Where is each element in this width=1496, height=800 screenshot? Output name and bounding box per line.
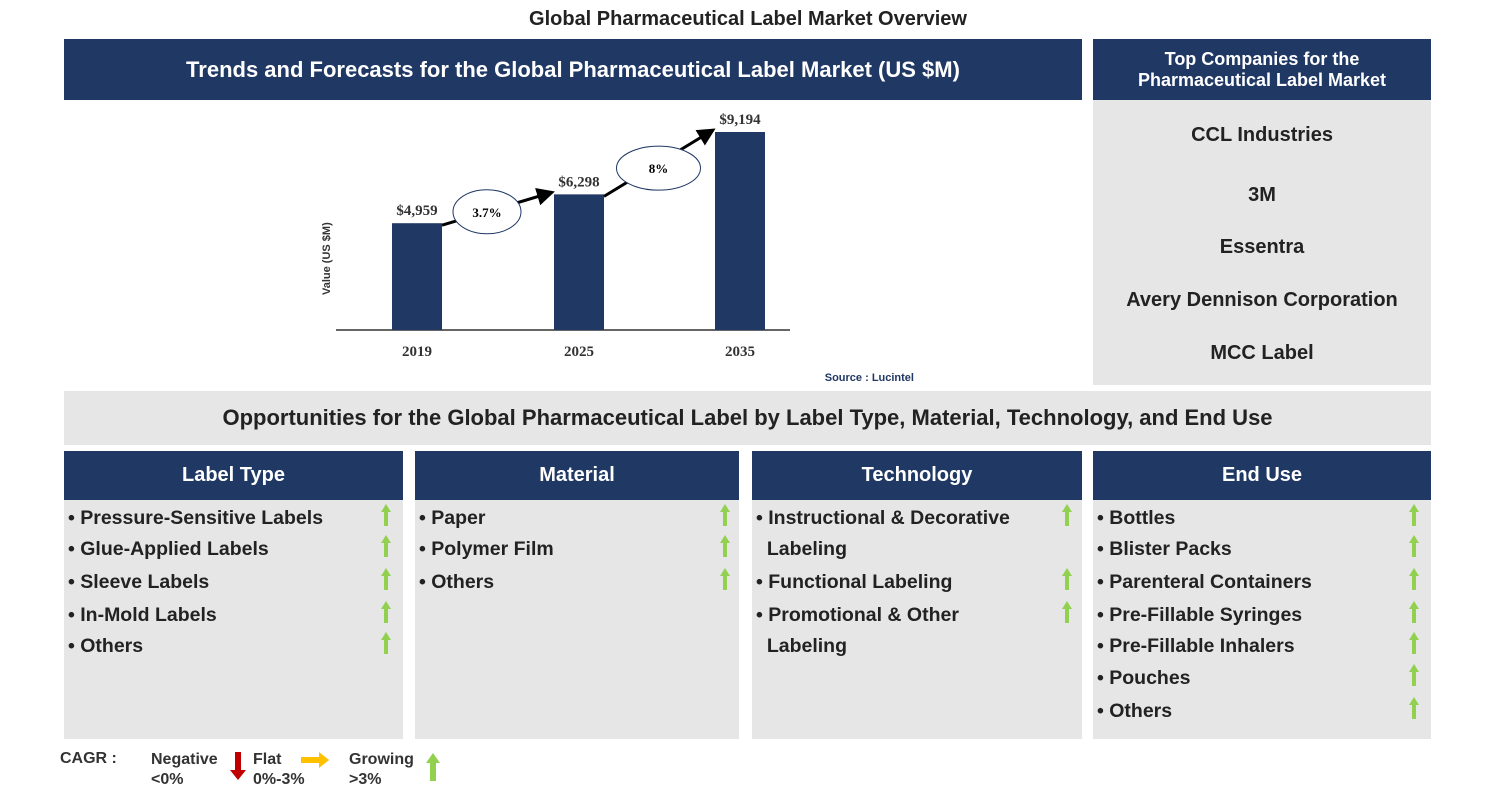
- growing-arrow-icon: [1409, 697, 1419, 719]
- company-item: Essentra: [1219, 236, 1305, 258]
- legend-growing-label: Growing: [349, 751, 414, 768]
- value-label: $9,194: [719, 112, 761, 128]
- list-item: • Pouches: [1097, 667, 1191, 689]
- list-item: Labeling: [756, 538, 848, 560]
- bar-2019: [392, 223, 442, 330]
- companies-header: Top Companies for the Pharmaceutical Lab…: [1093, 39, 1431, 100]
- growing-arrow-icon: [720, 535, 730, 557]
- column-header: Label Type: [64, 451, 403, 500]
- chart-header: Trends and Forecasts for the Global Phar…: [64, 39, 1082, 100]
- x-tick-label: 2019: [402, 344, 432, 360]
- list-item: • Instructional & Decorative: [756, 507, 1010, 529]
- list-item: • Pre-Fillable Syringes: [1097, 604, 1303, 626]
- column-header: Technology: [752, 451, 1082, 500]
- bar-chart: Value (US $M) $4,959 2019 $6,298 2025 $9,194…: [321, 112, 914, 384]
- list-item: • In-Mold Labels: [68, 604, 217, 626]
- growing-arrow-icon: [720, 568, 730, 590]
- bar-2035: [715, 132, 765, 330]
- list-item: • Sleeve Labels: [68, 571, 210, 593]
- column-end-use: End Use • Bottles • Blister Packs • Parente…: [1093, 451, 1431, 739]
- column-header: End Use: [1093, 451, 1431, 500]
- list-item: • Bottles: [1097, 507, 1176, 529]
- growing-arrow-icon: [1409, 601, 1419, 623]
- growing-arrow-icon: [1409, 535, 1419, 557]
- growing-arrow-icon: [1409, 664, 1419, 686]
- growing-arrow-icon: [720, 504, 730, 526]
- y-axis-label: Value (US $M): [321, 222, 333, 295]
- column-label-type: Label Type • Pressure-Sensitive Labels • G…: [64, 451, 403, 739]
- list-item: Labeling: [756, 635, 848, 657]
- growing-arrow-icon: [1062, 568, 1072, 590]
- list-item: • Pressure-Sensitive Labels: [68, 507, 324, 529]
- list-item: • Pre-Fillable Inhalers: [1097, 635, 1295, 657]
- growing-arrow-icon: [1409, 632, 1419, 654]
- opportunities-header: Opportunities for the Global Pharmaceuti…: [64, 391, 1431, 445]
- list-item: • Glue-Applied Labels: [68, 538, 269, 560]
- growing-arrow-icon: [1062, 601, 1072, 623]
- list-item: • Others: [419, 571, 495, 593]
- growing-arrow-icon: [381, 504, 391, 526]
- page-title: Global Pharmaceutical Label Market Overv…: [529, 8, 967, 30]
- legend-negative: Negative <0%: [151, 750, 218, 790]
- bar-2025: [554, 194, 604, 330]
- value-label: $4,959: [396, 203, 437, 219]
- legend-cagr-label: CAGR :: [60, 750, 117, 767]
- growing-arrow-icon: [1409, 504, 1419, 526]
- column-header: Material: [415, 451, 739, 500]
- column-technology: Technology • Instructional & Decorative L…: [752, 451, 1082, 739]
- list-item: • Functional Labeling: [756, 571, 953, 593]
- legend-flat-range: 0%-3%: [253, 771, 305, 788]
- legend-negative-label: Negative: [151, 751, 218, 768]
- company-item: 3M: [1248, 184, 1276, 206]
- cagr-label: 3.7%: [472, 205, 501, 220]
- cagr-bubble: [452, 189, 522, 235]
- source-label: Source : Lucintel: [825, 372, 914, 384]
- list-item: • Parenteral Containers: [1097, 571, 1312, 593]
- growing-arrow-icon: [381, 601, 391, 623]
- right-arrow-icon: [301, 752, 329, 768]
- growing-arrow-icon: [1409, 568, 1419, 590]
- list-item: • Others: [68, 635, 144, 657]
- company-item: CCL Industries: [1191, 124, 1333, 146]
- growing-arrow-icon: [381, 535, 391, 557]
- list-item: • Blister Packs: [1097, 538, 1232, 560]
- down-arrow-icon: [230, 752, 246, 780]
- list-item: • Polymer Film: [419, 538, 554, 560]
- legend-flat: Flat 0%-3%: [253, 750, 305, 790]
- value-label: $6,298: [558, 174, 599, 190]
- growing-arrow-icon: [1062, 504, 1072, 526]
- legend-growing: Growing >3%: [349, 750, 414, 790]
- company-item: Avery Dennison Corporation: [1126, 289, 1398, 311]
- x-tick-label: 2035: [725, 344, 755, 360]
- company-item: MCC Label: [1210, 342, 1314, 364]
- growing-arrow-icon: [381, 632, 391, 654]
- legend-growing-range: >3%: [349, 771, 382, 788]
- growing-arrow-icon: [381, 568, 391, 590]
- list-item: • Promotional & Other: [756, 604, 959, 626]
- companies-list: CCL Industries 3M Essentra Avery Denniso…: [1093, 100, 1431, 385]
- up-arrow-icon: [426, 753, 440, 781]
- list-item: • Paper: [419, 507, 486, 529]
- column-material: Material • Paper • Polymer Film • Others: [415, 451, 739, 739]
- list-item: • Others: [1097, 700, 1173, 722]
- legend-flat-label: Flat: [253, 751, 282, 768]
- cagr-label: 8%: [649, 161, 669, 176]
- x-tick-label: 2025: [564, 344, 594, 360]
- legend-negative-range: <0%: [151, 771, 184, 788]
- cagr-bubble: [616, 145, 701, 191]
